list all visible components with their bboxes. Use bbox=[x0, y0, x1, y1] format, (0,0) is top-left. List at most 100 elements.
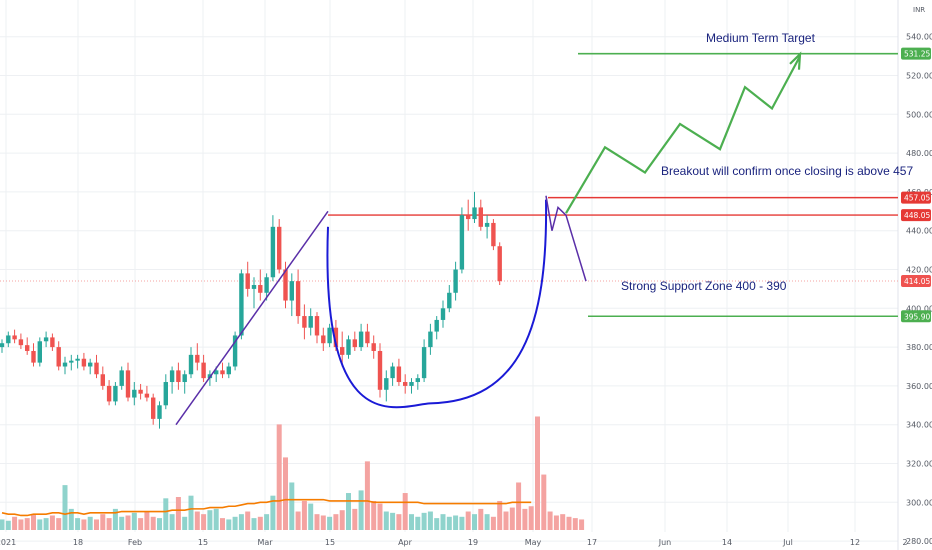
volume-bar bbox=[453, 515, 459, 530]
volume-bar bbox=[264, 514, 270, 530]
volume-bar bbox=[220, 518, 225, 530]
volume-bar bbox=[5, 520, 11, 530]
candle-body bbox=[195, 354, 200, 363]
x-tick-label: 18 bbox=[73, 538, 83, 547]
candle-body bbox=[295, 281, 301, 317]
candle-body bbox=[75, 358, 80, 361]
volume-bar bbox=[0, 519, 5, 530]
candle-body bbox=[428, 331, 433, 348]
candle-body bbox=[0, 343, 5, 348]
candle-body bbox=[421, 347, 427, 379]
candle-body bbox=[182, 374, 187, 383]
candle-body bbox=[453, 269, 458, 293]
volume-moving-average-line bbox=[1, 498, 532, 517]
candle-body bbox=[25, 345, 30, 351]
price-axis[interactable] bbox=[898, 0, 932, 550]
candle-body bbox=[251, 285, 257, 289]
y-tick-label: 380.00 bbox=[906, 343, 932, 352]
volume-bar bbox=[390, 512, 396, 530]
candle-body bbox=[390, 366, 395, 379]
volume-bar bbox=[56, 518, 62, 530]
candle-body bbox=[56, 347, 61, 367]
volume-bar bbox=[503, 511, 509, 530]
x-tick-label: Feb bbox=[128, 538, 142, 547]
y-tick-label: 360.00 bbox=[906, 382, 932, 391]
volume-bar bbox=[138, 518, 144, 530]
candle-body bbox=[403, 382, 408, 386]
volume-bar bbox=[175, 497, 181, 530]
price-tag-bg bbox=[901, 191, 931, 204]
volume-bar bbox=[213, 508, 219, 530]
candle-body bbox=[144, 393, 150, 398]
x-tick-label: 2021 bbox=[0, 538, 16, 547]
candle-body bbox=[434, 319, 439, 332]
volume-bar bbox=[333, 514, 339, 530]
medium-term-target-label: Medium Term Target bbox=[706, 31, 816, 45]
volume-bar bbox=[528, 506, 534, 530]
candle-body bbox=[100, 374, 105, 386]
candle-body bbox=[497, 246, 502, 282]
volume-bar bbox=[232, 516, 238, 530]
candle-body bbox=[151, 397, 156, 419]
candle-body bbox=[88, 362, 93, 367]
volume-bar bbox=[490, 516, 496, 530]
volume-bar bbox=[440, 514, 446, 530]
candle-body bbox=[371, 343, 376, 351]
volume-bar bbox=[535, 416, 540, 530]
volume-bar bbox=[579, 519, 585, 530]
price-tag-bg bbox=[901, 310, 931, 323]
y-tick-label: 440.00 bbox=[906, 227, 932, 236]
y-tick-label: 520.00 bbox=[906, 72, 932, 81]
volume-bar bbox=[125, 515, 131, 530]
candle-body bbox=[31, 350, 36, 363]
volume-bar bbox=[346, 493, 351, 530]
volume-bar bbox=[509, 507, 515, 530]
price-tag-label: 395.90 bbox=[904, 312, 930, 321]
y-tick-label: 400.00 bbox=[906, 304, 932, 313]
volume-bar bbox=[18, 519, 24, 530]
volume-bar bbox=[100, 514, 106, 530]
volume-bar bbox=[459, 516, 465, 530]
candle-body bbox=[396, 366, 402, 383]
support-zone-label: Strong Support Zone 400 - 390 bbox=[621, 279, 787, 293]
volume-bar bbox=[465, 511, 471, 530]
volume-bar bbox=[87, 516, 93, 530]
candle-body bbox=[226, 366, 231, 375]
candle-body bbox=[289, 281, 294, 301]
candle-body bbox=[232, 335, 238, 367]
volume-bar bbox=[12, 516, 18, 530]
currency-label: INR bbox=[913, 6, 925, 14]
x-tick-label: 19 bbox=[468, 538, 478, 547]
volume-bar bbox=[377, 503, 383, 530]
candle-body bbox=[37, 341, 42, 363]
volume-bar bbox=[31, 514, 36, 530]
arrow-head bbox=[789, 51, 802, 70]
candle-body bbox=[6, 335, 11, 344]
candle-body bbox=[69, 360, 74, 363]
volume-bar bbox=[484, 514, 490, 530]
volume-bar bbox=[106, 518, 112, 530]
y-tick-label: 540.00 bbox=[906, 33, 932, 42]
volume-bar bbox=[94, 519, 99, 530]
volume-bar bbox=[327, 516, 333, 530]
price-tag-bg bbox=[901, 209, 931, 222]
candle-body bbox=[81, 358, 87, 367]
y-tick-label: 280.00 bbox=[906, 537, 932, 546]
candle-body bbox=[478, 207, 483, 227]
volume-bar bbox=[112, 508, 118, 530]
handle-lines bbox=[545, 195, 587, 282]
volume-bar bbox=[553, 515, 559, 530]
volume-bar bbox=[522, 508, 528, 530]
volume-bar bbox=[68, 508, 74, 530]
candle-body bbox=[308, 316, 313, 328]
x-tick-label: Jul bbox=[782, 538, 793, 547]
candle-body bbox=[409, 382, 414, 386]
candle-body bbox=[365, 331, 370, 344]
y-tick-label: 500.00 bbox=[906, 110, 932, 119]
pattern-drawings[interactable] bbox=[175, 51, 802, 426]
candle-body bbox=[18, 339, 24, 346]
candle-body bbox=[466, 215, 471, 220]
horizontal-levels[interactable] bbox=[0, 52, 898, 318]
breakout-note: Breakout will confirm once closing is ab… bbox=[661, 164, 913, 178]
